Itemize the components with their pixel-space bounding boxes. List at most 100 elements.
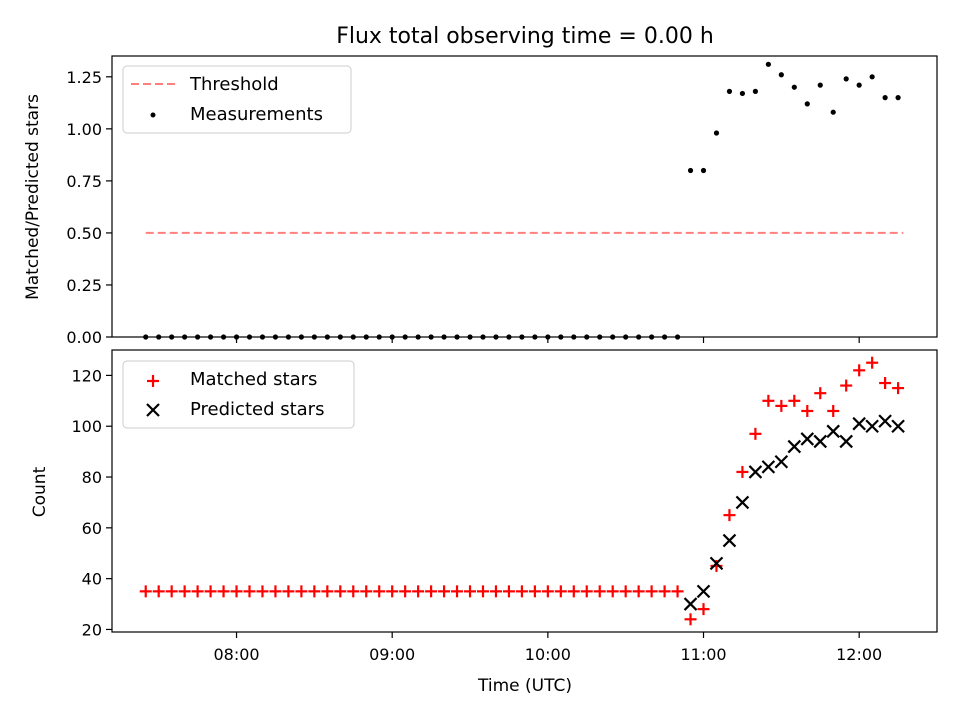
bottom-axes-frame: [111, 349, 938, 633]
matched-star-point: [671, 585, 684, 598]
measurement-point: [389, 334, 395, 340]
bottom-data: [139, 356, 905, 626]
measurement-point: [467, 334, 473, 340]
measurement-point: [156, 334, 162, 340]
predicted-star-point: [748, 465, 763, 479]
matched-star-point: [788, 394, 801, 407]
matched-star-point: [632, 585, 645, 598]
matched-star-point: [139, 585, 152, 598]
measurement-point: [428, 334, 434, 340]
matched-star-point: [386, 585, 399, 598]
predicted-marker-b: [813, 434, 828, 449]
matched-star-point: [321, 585, 334, 598]
measurement-point: [506, 334, 512, 340]
x-tick-label: 12:00: [836, 645, 882, 664]
matched-star-point: [814, 387, 827, 400]
matched-star-point: [476, 585, 489, 598]
matched-star-point: [593, 585, 606, 598]
matched-star-point: [152, 585, 165, 598]
bottom-panel: 20 40 60 80 100 120 08:00 09:00 10:00 11:00 12:00…: [30, 349, 938, 696]
matched-star-point: [645, 585, 658, 598]
measurement-point: [869, 74, 875, 80]
predicted-marker-b: [787, 439, 802, 454]
measurement-point: [636, 334, 642, 340]
measurement-point: [545, 334, 551, 340]
legend-predicted-label: Predicted stars: [190, 399, 324, 420]
measurement-point: [480, 334, 486, 340]
predicted-star-point: [696, 584, 711, 599]
measurement-point: [532, 334, 538, 340]
predicted-marker-b: [683, 597, 698, 611]
measurement-point: [285, 334, 292, 340]
predicted-star-point: [683, 597, 698, 611]
x-tick-label: 11:00: [680, 645, 726, 664]
y-tick-label: 0.50: [66, 224, 102, 243]
matched-star-point: [282, 585, 295, 598]
predicted-marker-b: [761, 460, 776, 474]
matched-star-point: [840, 379, 853, 392]
matched-star-point: [541, 585, 554, 598]
matched-star-point: [489, 585, 502, 598]
predicted-star-point: [722, 533, 737, 548]
y-tick-label: 100: [71, 417, 102, 436]
measurement-point: [700, 167, 707, 174]
chart-title: Flux total observing time = 0.00 h: [336, 24, 714, 49]
measurement-point: [311, 334, 317, 340]
top-y-ticks: 0.00 0.25 0.50 0.75 1.00 1.25: [66, 68, 112, 347]
matched-star-point: [191, 585, 204, 598]
y-tick-label: 0.00: [66, 328, 102, 347]
measurement-point: [350, 334, 356, 340]
matched-star-point: [619, 585, 632, 598]
y-tick-label: 60: [82, 519, 102, 538]
predicted-marker-b: [709, 556, 724, 571]
measurement-point: [674, 334, 681, 340]
matched-star-point: [827, 404, 840, 417]
matched-star-point: [373, 585, 386, 598]
predicted-star-point: [813, 434, 828, 449]
matched-star-point: [606, 585, 619, 598]
measurement-point: [324, 334, 330, 340]
matched-star-point: [528, 585, 541, 598]
predicted-star-point: [761, 460, 776, 474]
measurement-point: [804, 101, 810, 107]
measurement-point: [441, 334, 447, 340]
matched-star-point: [554, 585, 567, 598]
matched-star-point: [658, 585, 671, 598]
top-legend-frame: [122, 65, 352, 134]
matched-star-point: [256, 585, 269, 598]
matched-star-point: [866, 356, 879, 369]
matched-star-point: [892, 382, 905, 395]
legend-matched-label: Matched stars: [190, 369, 317, 390]
predicted-marker-b: [878, 414, 892, 428]
predicted-marker-b: [891, 419, 905, 433]
bottom-legend-frame: [122, 360, 355, 429]
measurement-point: [493, 334, 499, 340]
predicted-marker-b: [722, 533, 737, 548]
matched-star-point: [736, 465, 749, 478]
measurement-point: [843, 76, 849, 82]
matched-star-point: [723, 509, 736, 522]
top-panel: 0.00 0.25 0.50 0.75 1.00 1.25 Matched/Predict…: [23, 55, 938, 347]
y-tick-label: 120: [71, 366, 102, 385]
top-legend: Threshold Measurements: [122, 65, 352, 134]
x-tick-label: 08:00: [213, 645, 259, 664]
predicted-star-point: [774, 455, 789, 469]
predicted-star-point: [839, 434, 853, 449]
measurement-point: [584, 334, 590, 340]
matched-star-point: [425, 585, 438, 598]
matched-star-point: [749, 427, 762, 440]
measurement-point: [298, 334, 304, 340]
legend-matched-marker: [147, 375, 159, 387]
measurement-point: [856, 82, 862, 88]
y-tick-label: 0.25: [66, 276, 102, 295]
bottom-x-ticks: 08:00 09:00 10:00 11:00 12:00: [213, 632, 882, 664]
predicted-marker-b: [774, 455, 789, 469]
matched-star-point: [178, 585, 191, 598]
measurement-point: [415, 334, 421, 340]
legend-measurements-label: Measurements: [190, 104, 323, 125]
measurement-point: [687, 167, 694, 174]
measurement-point: [830, 109, 836, 115]
measurement-point: [207, 334, 214, 340]
measurement-point: [726, 88, 733, 94]
